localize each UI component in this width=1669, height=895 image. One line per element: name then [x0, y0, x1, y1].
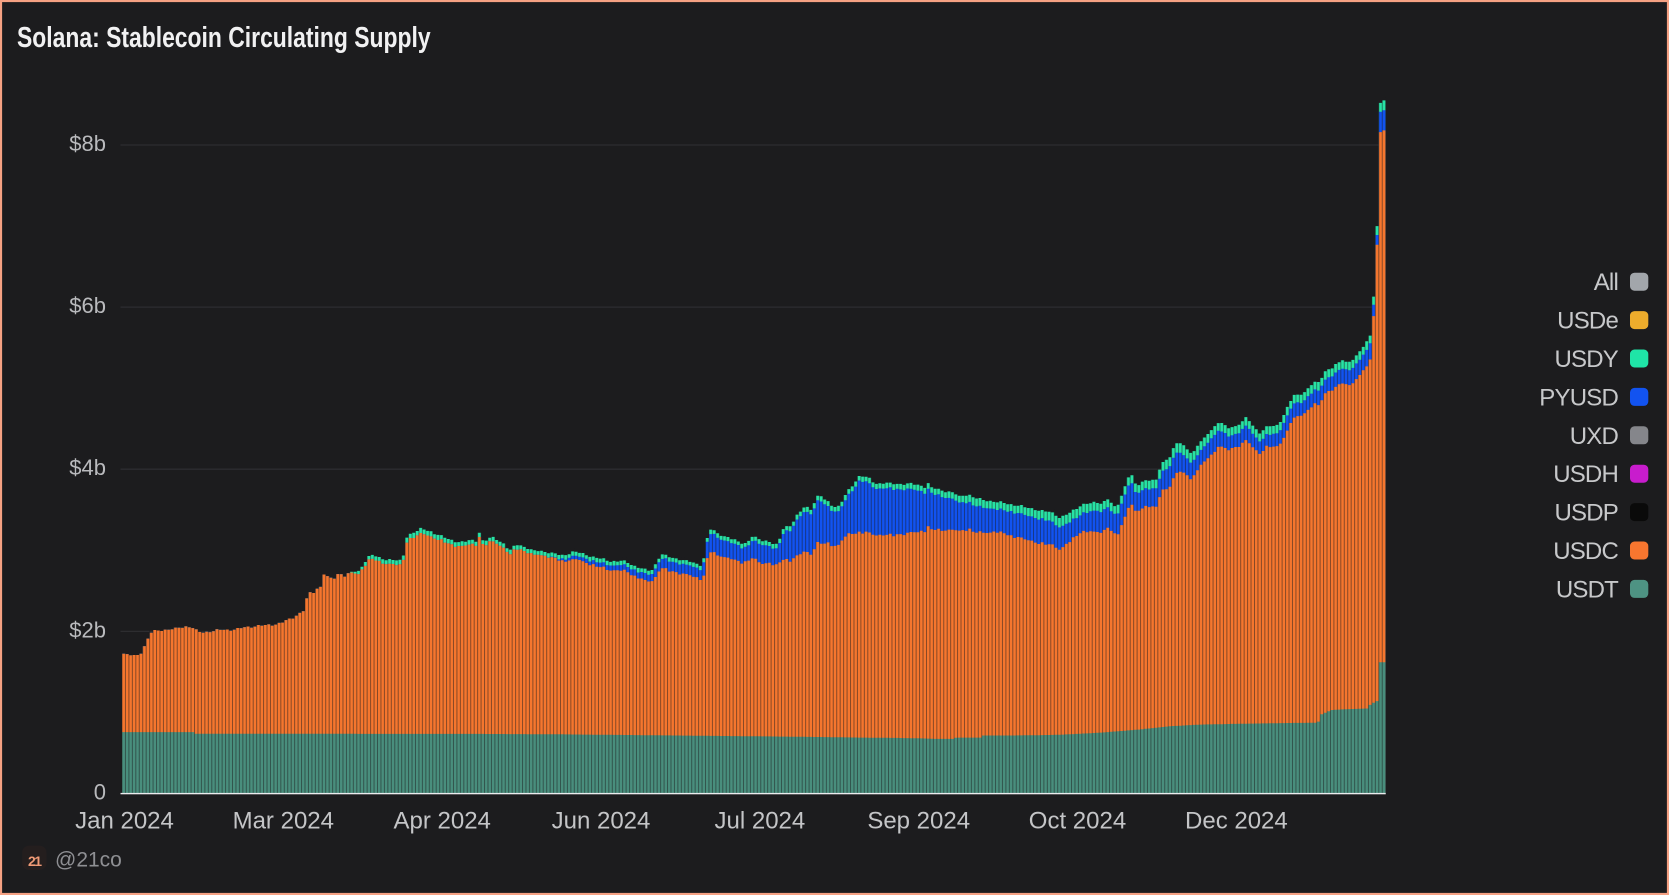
svg-text:Solana: Stablecoin Circulating: Solana: Stablecoin Circulating Supply [17, 20, 431, 53]
svg-text:21: 21 [28, 853, 42, 869]
svg-text:@21co: @21co [55, 849, 122, 872]
svg-text:PYUSD: PYUSD [1539, 384, 1618, 411]
svg-text:Sep 2024: Sep 2024 [867, 808, 970, 835]
svg-text:Apr 2024: Apr 2024 [393, 808, 490, 835]
svg-text:Jun 2024: Jun 2024 [552, 808, 651, 835]
svg-text:Dec 2024: Dec 2024 [1185, 808, 1288, 835]
svg-text:USDY: USDY [1555, 346, 1619, 373]
svg-text:All: All [1594, 269, 1618, 296]
svg-text:0: 0 [94, 780, 106, 805]
svg-text:USDe: USDe [1557, 308, 1618, 335]
svg-text:$6b: $6b [69, 293, 106, 318]
svg-text:USDH: USDH [1553, 461, 1618, 488]
svg-text:$8b: $8b [69, 131, 106, 156]
svg-text:$2b: $2b [69, 617, 106, 642]
svg-text:Mar 2024: Mar 2024 [233, 808, 334, 835]
svg-text:Jul 2024: Jul 2024 [715, 808, 806, 835]
svg-text:$4b: $4b [69, 455, 106, 480]
svg-text:Jan 2024: Jan 2024 [75, 808, 174, 835]
svg-text:USDT: USDT [1556, 576, 1619, 603]
svg-text:USDC: USDC [1553, 538, 1618, 565]
svg-text:Oct 2024: Oct 2024 [1029, 808, 1126, 835]
svg-text:USDP: USDP [1555, 500, 1618, 527]
svg-text:UXD: UXD [1570, 423, 1619, 450]
